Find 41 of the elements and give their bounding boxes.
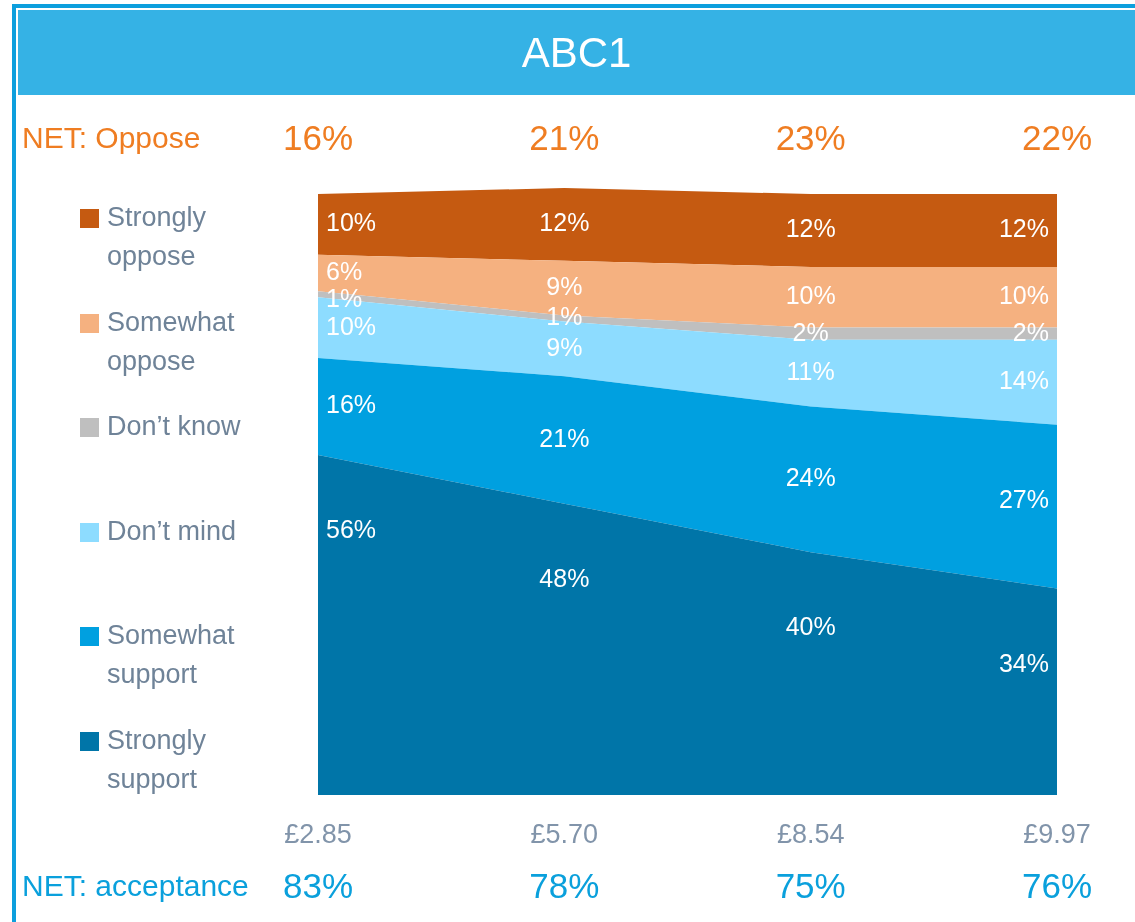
text: 78% <box>529 865 600 905</box>
chart-title: ABC1 <box>18 10 1135 95</box>
text: 76% <box>1021 865 1093 905</box>
legend-label: Somewhat support <box>107 619 236 692</box>
text: NET: acceptance <box>22 869 249 903</box>
data-label: 12% <box>785 214 836 243</box>
data-label: 10% <box>326 208 377 237</box>
text: 23% <box>775 117 846 157</box>
data-label: 12% <box>998 214 1049 243</box>
x-tick-label: £2.85 <box>284 818 352 849</box>
data-label: 9% <box>546 332 583 361</box>
text: 22% <box>1021 117 1093 157</box>
legend-label: Don’t mind <box>107 514 238 548</box>
data-label: 11% <box>786 357 835 386</box>
data-label: 12% <box>539 208 590 237</box>
data-label: 10% <box>998 281 1049 310</box>
data-label: 6% <box>326 256 363 285</box>
legend-label: Don’t know <box>107 410 242 444</box>
data-label: 9% <box>546 272 583 301</box>
x-tick-label: £8.54 <box>776 818 845 849</box>
data-label: 48% <box>539 563 590 592</box>
text: 16% <box>282 117 354 157</box>
text: 21% <box>529 117 600 157</box>
data-label: 16% <box>326 390 377 419</box>
text: 75% <box>775 865 846 905</box>
data-label: 40% <box>785 612 836 641</box>
x-tick-label: £9.97 <box>1023 818 1091 849</box>
x-tick-label: £5.70 <box>530 818 599 849</box>
data-label: 10% <box>326 311 377 340</box>
data-label: 10% <box>785 281 836 310</box>
legend-label: Somewhat oppose <box>107 305 236 378</box>
legend-label: Strongly oppose <box>107 201 208 273</box>
text: NET: Oppose <box>22 121 201 155</box>
data-label: 34% <box>998 648 1049 677</box>
text: 83% <box>282 865 354 905</box>
legend-label: Strongly support <box>107 723 208 796</box>
data-label: 14% <box>998 366 1049 395</box>
data-label: 24% <box>785 463 836 492</box>
data-label: 21% <box>539 423 590 452</box>
data-label: 27% <box>998 484 1049 513</box>
data-label: 56% <box>326 514 377 543</box>
